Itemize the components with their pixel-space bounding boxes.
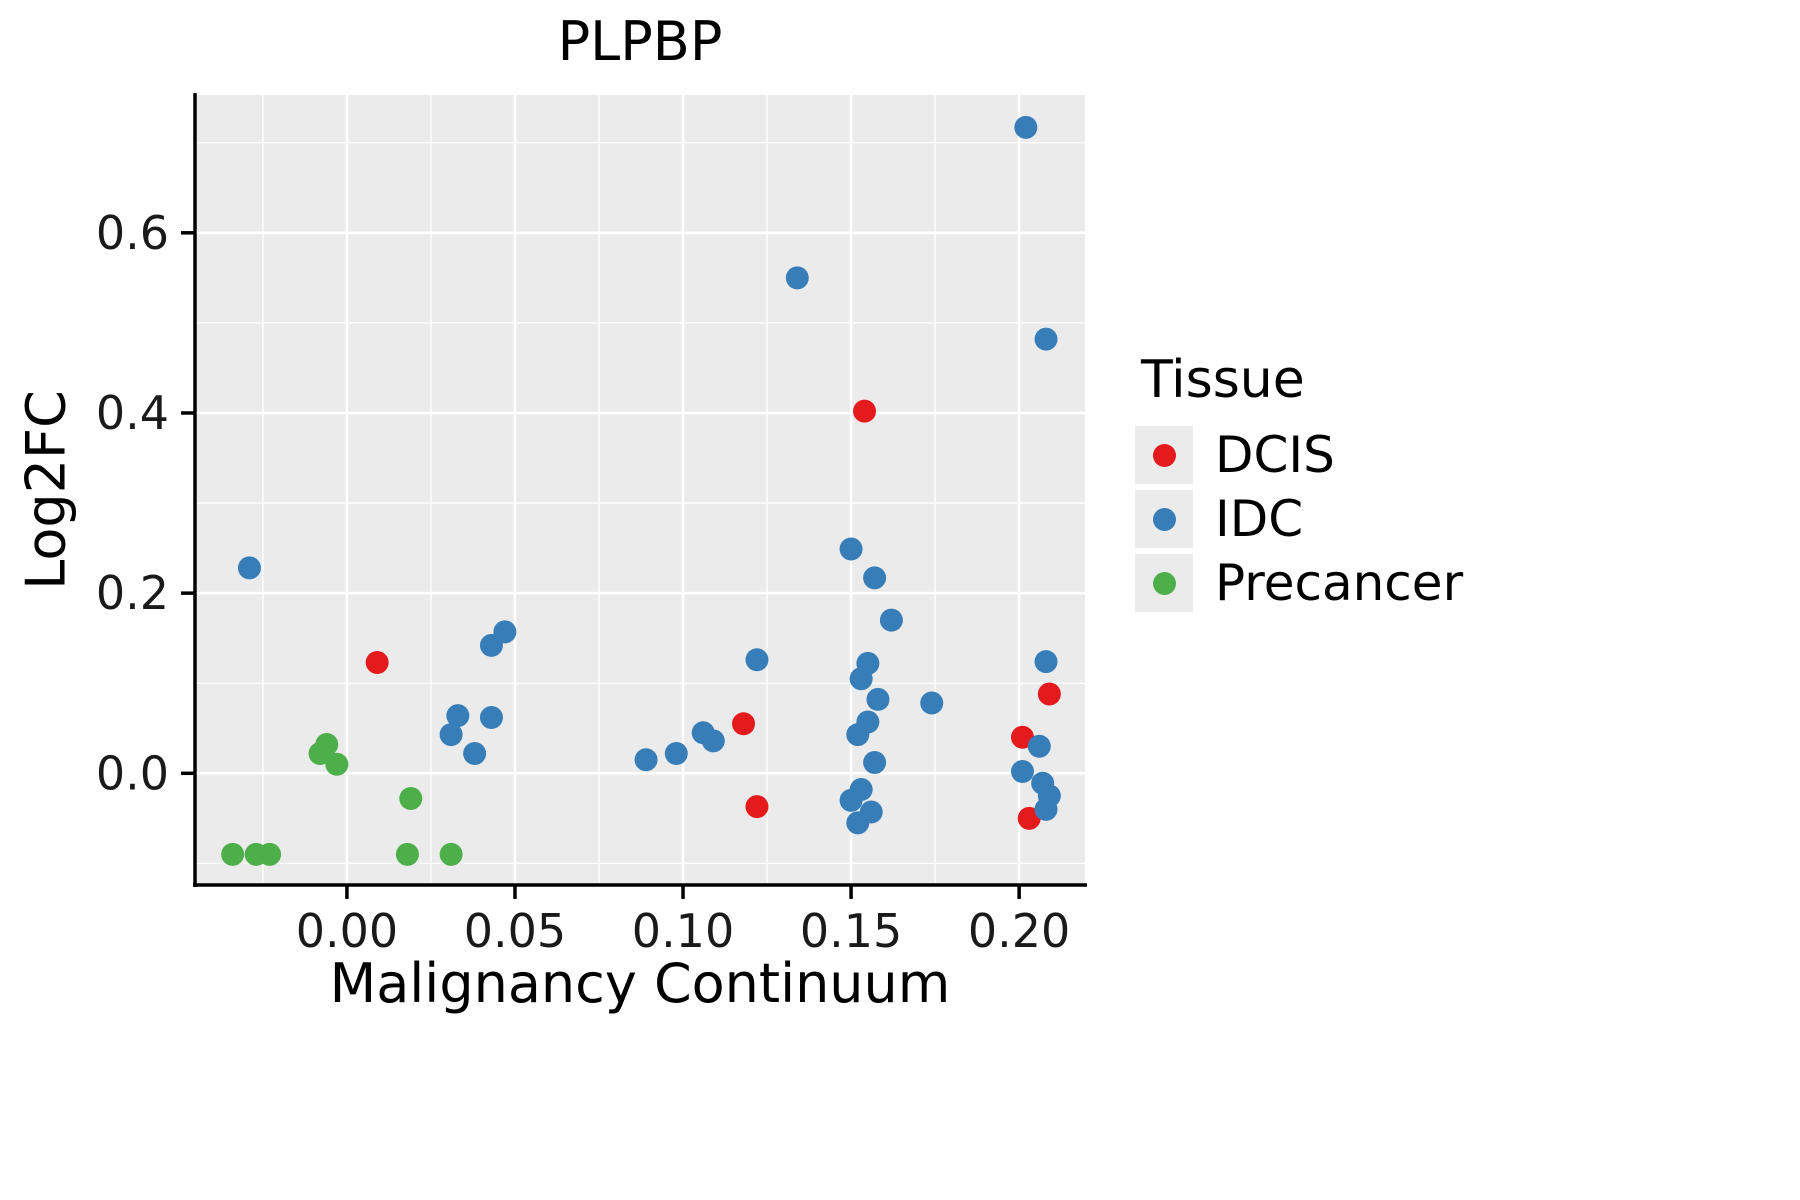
legend-key xyxy=(1135,426,1193,484)
data-point-idc xyxy=(849,667,873,691)
data-point-dcis xyxy=(1017,806,1041,830)
data-point-idc xyxy=(785,266,809,290)
legend-label: IDC xyxy=(1215,490,1304,548)
data-point-idc xyxy=(920,691,944,715)
y-tick-label: 0.6 xyxy=(96,206,169,260)
legend: Tissue DCIS IDC Precancer xyxy=(1135,350,1463,618)
data-point-idc xyxy=(664,741,688,765)
x-axis-label: Malignancy Continuum xyxy=(329,952,951,1015)
data-point-idc xyxy=(701,729,725,753)
chart-title: PLPBP xyxy=(557,10,723,73)
y-axis-label: Log2FC xyxy=(14,390,78,590)
data-point-dcis xyxy=(1010,725,1034,749)
data-point-idc xyxy=(1014,115,1038,139)
data-point-idc xyxy=(846,811,870,835)
data-point-dcis xyxy=(1037,682,1061,706)
data-point-idc xyxy=(1027,734,1051,758)
data-point-precancer xyxy=(395,842,419,866)
data-point-idc xyxy=(446,704,470,728)
data-point-precancer xyxy=(399,787,423,811)
data-point-idc xyxy=(479,705,503,729)
legend-label: Precancer xyxy=(1215,554,1464,612)
data-point-idc xyxy=(237,556,261,580)
data-point-idc xyxy=(846,723,870,747)
data-point-idc xyxy=(879,608,903,632)
y-tick-label: 0.4 xyxy=(96,386,169,440)
data-point-dcis xyxy=(365,651,389,675)
data-point-dcis xyxy=(732,712,756,736)
data-point-idc xyxy=(866,687,890,711)
data-point-precancer xyxy=(221,842,245,866)
y-tick-label: 0.2 xyxy=(96,566,169,620)
data-point-idc xyxy=(1034,327,1058,351)
legend-label: DCIS xyxy=(1215,426,1335,484)
legend-marker-idc xyxy=(1152,507,1176,531)
x-tick-label: 0.20 xyxy=(968,904,1070,958)
data-point-dcis xyxy=(853,399,877,423)
x-tick-label: 0.10 xyxy=(632,904,734,958)
legend-item-dcis: DCIS xyxy=(1135,426,1463,484)
data-point-precancer xyxy=(439,842,463,866)
y-tick-label: 0.0 xyxy=(96,746,169,800)
legend-key xyxy=(1135,554,1193,612)
legend-item-idc: IDC xyxy=(1135,490,1463,548)
data-point-precancer xyxy=(258,842,282,866)
x-tick-label: 0.05 xyxy=(464,904,566,958)
x-tick-label: 0.00 xyxy=(296,904,398,958)
data-point-idc xyxy=(863,750,887,774)
data-point-idc xyxy=(1010,759,1034,783)
data-point-idc xyxy=(863,566,887,590)
data-point-idc xyxy=(839,537,863,561)
legend-title: Tissue xyxy=(1141,350,1305,410)
data-point-idc xyxy=(1034,797,1058,821)
legend-marker-precancer xyxy=(1152,571,1176,595)
data-point-idc xyxy=(463,741,487,765)
data-point-idc xyxy=(839,788,863,812)
data-point-idc xyxy=(479,633,503,657)
data-point-precancer xyxy=(325,752,349,776)
x-tick-label: 0.15 xyxy=(800,904,902,958)
legend-key xyxy=(1135,490,1193,548)
data-point-idc xyxy=(745,648,769,672)
legend-item-precancer: Precancer xyxy=(1135,554,1463,612)
data-point-idc xyxy=(439,723,463,747)
data-point-precancer xyxy=(315,732,339,756)
legend-marker-dcis xyxy=(1152,443,1176,467)
data-point-idc xyxy=(634,748,658,772)
data-point-dcis xyxy=(745,795,769,819)
data-point-idc xyxy=(1034,650,1058,674)
